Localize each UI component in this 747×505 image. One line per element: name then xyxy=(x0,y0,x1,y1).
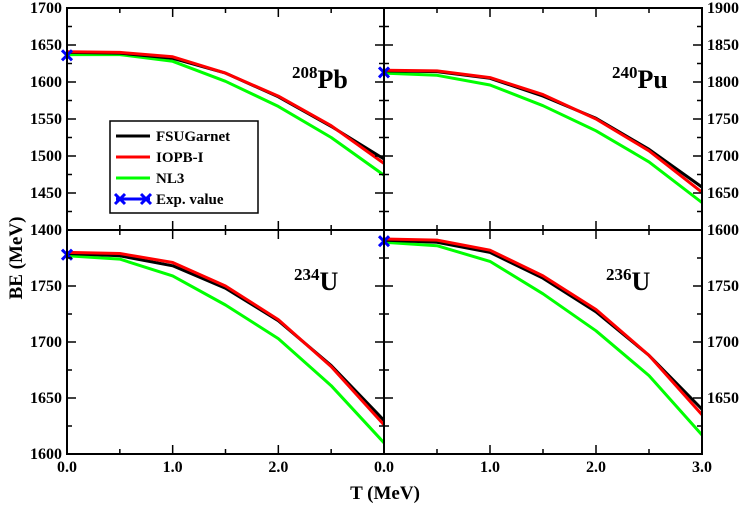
series-group xyxy=(67,250,384,444)
series-line-fsugarnet xyxy=(384,238,702,411)
y-tick-label: 1650 xyxy=(30,390,62,407)
panel-frame xyxy=(383,7,703,231)
y-tick-label: 1400 xyxy=(30,222,62,239)
legend-entry-nl3: NL3 xyxy=(116,171,184,187)
y-tick-label: 1850 xyxy=(707,37,739,54)
x-tick-label: 1.0 xyxy=(480,459,500,476)
y-tick-label: 1700 xyxy=(30,0,62,17)
nucleus-label: 234U xyxy=(294,265,339,296)
x-tick-label: 3.0 xyxy=(692,459,712,476)
legend-entry-fsugarnet: FSUGarnet xyxy=(116,129,230,145)
legend: FSUGarnet IOPB-I NL3 Exp. value xyxy=(109,120,259,214)
y-tick-label: 1750 xyxy=(30,278,62,295)
y-tick-label: 1750 xyxy=(707,278,739,295)
y-tick-label: 1700 xyxy=(707,148,739,165)
legend-label: FSUGarnet xyxy=(156,129,230,145)
legend-label: Exp. value xyxy=(156,192,224,208)
series-line-nl3 xyxy=(384,71,702,204)
series-line-iopb-i xyxy=(67,50,384,165)
panel-u236: 1650 1700 1750 1.0 2.0 3.0 236U xyxy=(377,229,739,476)
y-tick-label: 1700 xyxy=(707,334,739,351)
legend-marker xyxy=(139,192,153,206)
legend-entry-iopb-i: IOPB-I xyxy=(116,150,204,166)
y-tick-label: 1500 xyxy=(30,148,62,165)
series-line-nl3 xyxy=(384,240,702,436)
y-tick-label: 1800 xyxy=(707,74,739,91)
y-tick-label: 1550 xyxy=(30,111,62,128)
series-group xyxy=(67,50,384,177)
series-line-iopb-i xyxy=(384,237,702,416)
series-group xyxy=(384,237,702,436)
x-tick-label: 0.0 xyxy=(57,459,77,476)
panel-u234: 1600 1650 1700 1750 0.0 1.0 2.0 0.0 234U xyxy=(30,229,394,476)
y-tick-label: 1900 xyxy=(707,0,739,17)
y-tick-label: 1700 xyxy=(30,334,62,351)
y-tick-label: 1600 xyxy=(30,74,62,91)
legend-label: IOPB-I xyxy=(156,150,204,166)
nucleus-label: 208Pb xyxy=(292,63,348,94)
legend-marker xyxy=(113,192,127,206)
series-line-iopb-i xyxy=(67,250,384,426)
y-tick-label: 1650 xyxy=(30,37,62,54)
series-line-nl3 xyxy=(67,254,384,444)
legend-entry-exp-value: Exp. value xyxy=(113,192,224,208)
x-axis-title: T (MeV) xyxy=(350,483,420,504)
x-tick-label: 2.0 xyxy=(268,459,288,476)
panels: 1400145015001550160016501700208Pb1600165… xyxy=(30,0,739,476)
x-tick-label: 1.0 xyxy=(163,459,183,476)
panel-frame xyxy=(383,229,703,455)
x-tick-label: 2.0 xyxy=(586,459,606,476)
x-tick-label: 0.0 xyxy=(374,459,394,476)
nucleus-label: 236U xyxy=(606,265,651,296)
nucleus-label: 240Pu xyxy=(612,63,668,94)
y-tick-label: 1600 xyxy=(707,222,739,239)
panel-pu240: 1600 1650 1700 1750 1800 1850 1900 240Pu xyxy=(377,0,739,239)
series-group xyxy=(384,68,702,204)
series-line-iopb-i xyxy=(384,68,702,194)
y-axis-title: BE (MeV) xyxy=(6,217,27,300)
y-tick-label: 1750 xyxy=(707,111,739,128)
y-tick-label: 1600 xyxy=(30,446,62,463)
y-tick-label: 1650 xyxy=(707,185,739,202)
panel-frame xyxy=(66,229,385,455)
y-tick-label: 1650 xyxy=(707,390,739,407)
y-tick-label: 1450 xyxy=(30,185,62,202)
legend-label: NL3 xyxy=(156,171,184,187)
